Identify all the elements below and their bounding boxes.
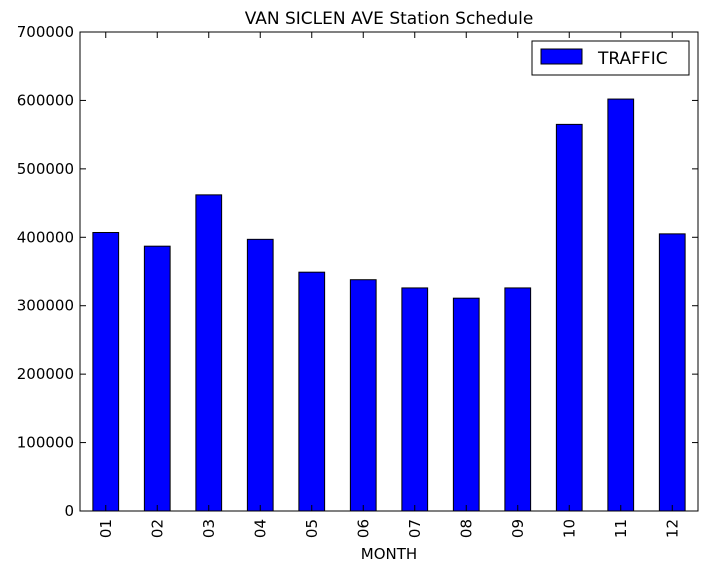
x-tick-label: 03 bbox=[200, 519, 218, 538]
x-tick-label: 09 bbox=[509, 519, 527, 538]
legend-label-traffic: TRAFFIC bbox=[597, 49, 668, 69]
y-tick-label: 700000 bbox=[17, 23, 74, 41]
bar-06 bbox=[349, 279, 377, 512]
bar-12 bbox=[658, 233, 686, 512]
y-tick-label: 100000 bbox=[17, 434, 74, 452]
x-axis-label: MONTH bbox=[361, 545, 417, 563]
bar-02 bbox=[143, 245, 171, 512]
bar-07 bbox=[401, 287, 429, 512]
y-tick-label: 300000 bbox=[17, 297, 74, 315]
x-tick-label: 01 bbox=[97, 519, 115, 538]
bars-layer bbox=[92, 98, 686, 512]
bar-05 bbox=[298, 271, 326, 512]
legend-swatch-traffic bbox=[540, 48, 583, 65]
bar-04 bbox=[246, 238, 274, 512]
x-tick-label: 12 bbox=[663, 519, 681, 538]
bar-03 bbox=[195, 194, 223, 512]
y-tick-label: 200000 bbox=[17, 365, 74, 383]
x-tick-label: 02 bbox=[148, 519, 166, 538]
x-tick-label: 04 bbox=[251, 519, 269, 538]
legend: TRAFFIC bbox=[531, 40, 690, 76]
x-tick-label: 05 bbox=[303, 519, 321, 538]
ticks-layer: 0 100000 200000 300000 400000 500000 600000 700… bbox=[17, 23, 698, 538]
x-tick-label: 11 bbox=[612, 519, 630, 538]
bar-10 bbox=[555, 123, 583, 512]
y-tick-label: 600000 bbox=[17, 91, 74, 109]
x-tick-label: 08 bbox=[457, 519, 475, 538]
y-tick-label: 0 bbox=[64, 502, 74, 520]
x-tick-label: 07 bbox=[406, 519, 424, 538]
y-tick-label: 400000 bbox=[17, 228, 74, 246]
bar-09 bbox=[504, 287, 532, 512]
x-tick-label: 10 bbox=[560, 519, 578, 538]
x-tick-label: 06 bbox=[354, 519, 372, 538]
bar-08 bbox=[452, 297, 480, 512]
chart-title: VAN SICLEN AVE Station Schedule bbox=[245, 9, 534, 29]
bar-11 bbox=[607, 98, 635, 512]
bar-01 bbox=[92, 231, 120, 512]
y-tick-label: 500000 bbox=[17, 160, 74, 178]
plot-frame bbox=[79, 31, 699, 512]
